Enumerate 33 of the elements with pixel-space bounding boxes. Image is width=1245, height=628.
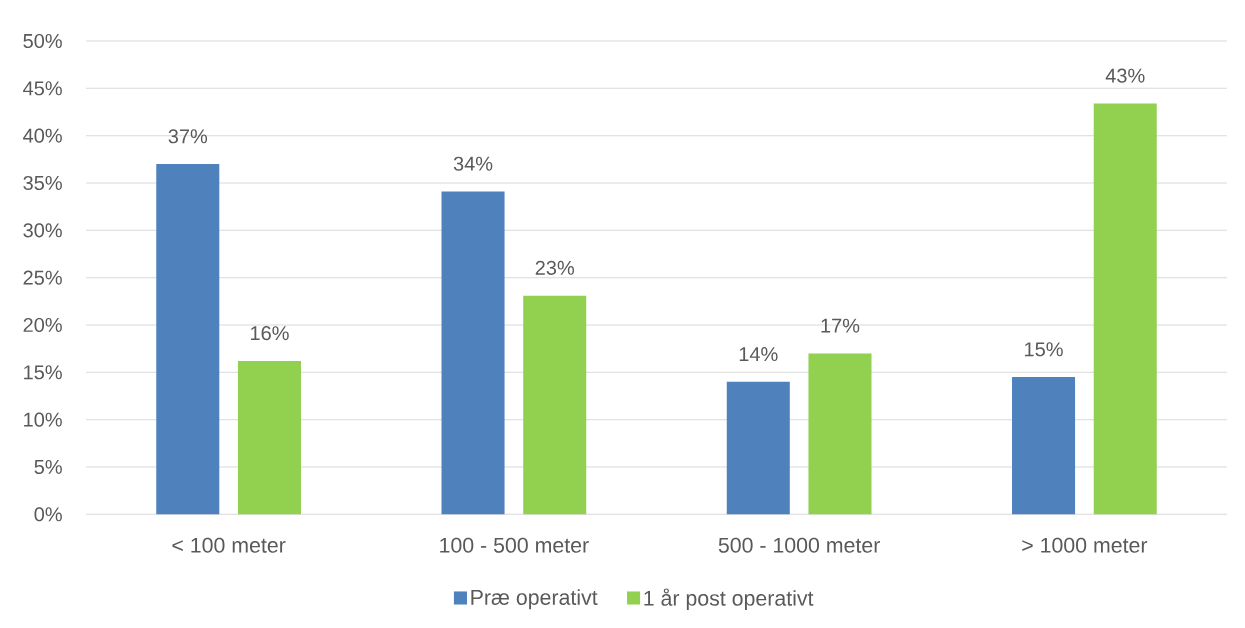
y-tick-label: 15% <box>24 365 62 380</box>
y-tick-label: 0% <box>34 507 62 522</box>
data-label: 43% <box>1105 68 1145 83</box>
y-tick-label: 50% <box>23 33 62 49</box>
data-label: 23% <box>535 260 575 275</box>
legend-label: 1 år post operativt <box>644 588 814 611</box>
x-tick-label: 100 - 500 meter <box>440 537 589 553</box>
bar <box>237 360 301 515</box>
y-tick-label: 20% <box>23 317 62 333</box>
data-label: 15% <box>1025 342 1063 357</box>
y-tick-label: 35% <box>23 175 62 191</box>
data-label: 17% <box>821 318 860 333</box>
bar <box>808 353 872 515</box>
x-tick-label: > 1000 meter <box>1022 537 1148 553</box>
y-tick-label: 40% <box>23 128 62 143</box>
bar <box>523 295 587 515</box>
bar <box>441 191 505 515</box>
bar <box>726 381 790 515</box>
y-tick-label: 45% <box>23 81 62 96</box>
y-tick-label: 25% <box>23 270 62 285</box>
data-label: 34% <box>453 156 493 171</box>
x-tick-label: < 100 meter <box>172 537 286 553</box>
data-label: 14% <box>739 347 778 362</box>
data-label: 37% <box>168 129 208 144</box>
y-tick-label: 30% <box>23 223 62 238</box>
bar <box>1012 377 1076 515</box>
legend-label: Præ operativt <box>471 589 598 610</box>
bar <box>156 164 220 515</box>
x-tick-label: 500 - 1000 meter <box>718 537 880 553</box>
bar <box>1093 103 1157 515</box>
data-label: 16% <box>250 326 289 341</box>
y-tick-label: 10% <box>24 412 62 427</box>
y-tick-label: 5% <box>34 459 62 474</box>
